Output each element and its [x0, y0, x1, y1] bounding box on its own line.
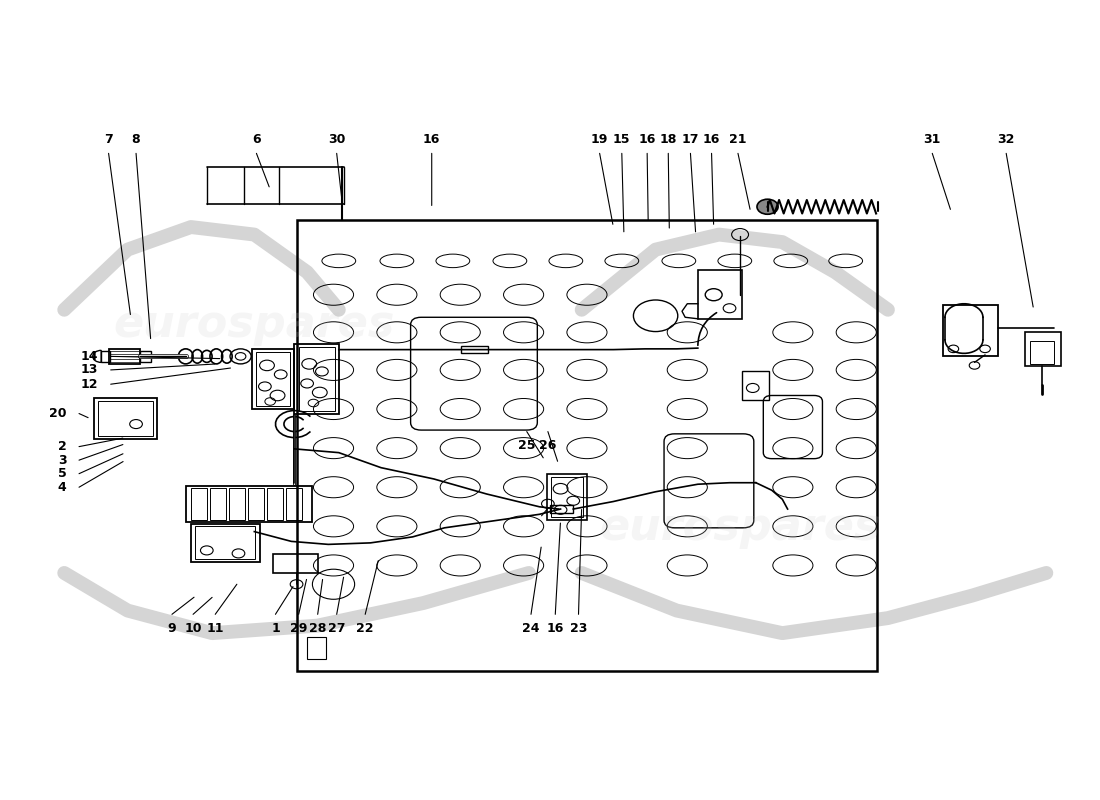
Bar: [195, 526, 255, 559]
Text: 24: 24: [522, 622, 540, 635]
Text: 30: 30: [328, 133, 345, 146]
Text: 7: 7: [104, 133, 113, 146]
Bar: [141, 351, 151, 362]
Text: 28: 28: [309, 622, 327, 635]
Bar: [299, 347, 334, 410]
Text: 3: 3: [57, 454, 66, 466]
Bar: [550, 506, 573, 513]
Text: 1: 1: [271, 622, 279, 635]
Bar: [256, 352, 290, 406]
Text: 15: 15: [613, 133, 630, 146]
Text: 16: 16: [424, 133, 440, 146]
Bar: [461, 346, 487, 354]
Text: 6: 6: [252, 133, 261, 146]
Text: 4: 4: [57, 481, 66, 494]
Text: 31: 31: [924, 133, 940, 146]
Text: 29: 29: [290, 622, 307, 635]
Bar: [94, 398, 157, 439]
Bar: [248, 488, 264, 519]
Text: 21: 21: [729, 133, 747, 146]
Bar: [742, 371, 769, 400]
Bar: [943, 306, 998, 356]
Text: 2: 2: [57, 440, 66, 453]
Bar: [297, 219, 878, 670]
Text: 10: 10: [185, 622, 201, 635]
Text: 8: 8: [132, 133, 141, 146]
Bar: [1031, 342, 1054, 364]
Bar: [191, 524, 260, 562]
Bar: [273, 554, 318, 573]
Circle shape: [235, 353, 246, 360]
Text: 16: 16: [547, 622, 564, 635]
Text: 16: 16: [703, 133, 720, 146]
Bar: [191, 488, 207, 519]
Bar: [286, 488, 301, 519]
Text: 11: 11: [207, 622, 224, 635]
Text: 14: 14: [80, 350, 98, 363]
Bar: [267, 488, 283, 519]
Bar: [101, 351, 110, 362]
Text: 32: 32: [998, 133, 1015, 146]
Text: 9: 9: [167, 622, 176, 635]
Bar: [307, 637, 326, 659]
Bar: [1025, 332, 1062, 366]
Text: eurospares: eurospares: [113, 303, 395, 346]
Text: 23: 23: [570, 622, 587, 635]
Bar: [697, 270, 742, 318]
Text: 13: 13: [80, 363, 98, 377]
Text: 17: 17: [682, 133, 700, 146]
Bar: [98, 401, 153, 436]
Text: 18: 18: [660, 133, 676, 146]
Bar: [551, 477, 583, 518]
Bar: [109, 349, 141, 364]
Bar: [547, 474, 587, 520]
Text: 25: 25: [518, 439, 536, 452]
Text: 12: 12: [80, 378, 98, 390]
Text: 20: 20: [48, 407, 66, 420]
Text: 5: 5: [57, 467, 66, 480]
Circle shape: [757, 199, 778, 214]
Bar: [186, 486, 312, 522]
Text: eurospares: eurospares: [600, 506, 881, 550]
Text: 16: 16: [638, 133, 656, 146]
Bar: [252, 349, 295, 409]
Bar: [295, 344, 339, 414]
Text: 27: 27: [328, 622, 345, 635]
Text: 22: 22: [356, 622, 374, 635]
Text: 19: 19: [591, 133, 608, 146]
Bar: [210, 488, 225, 519]
Text: 26: 26: [539, 439, 557, 452]
Bar: [229, 488, 245, 519]
